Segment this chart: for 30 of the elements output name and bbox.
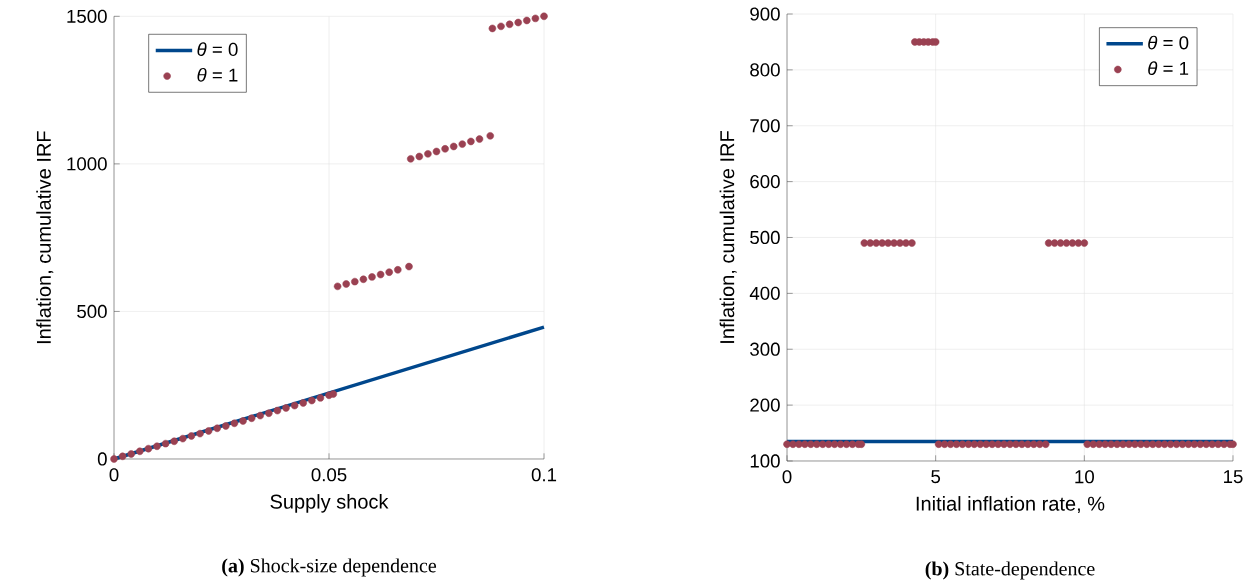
y-tick-label: 1500	[67, 9, 107, 23]
x-tick-label: 10	[1075, 470, 1094, 484]
y-axis-title: Inflation, cumulative IRF	[36, 131, 54, 344]
x-tick-label: 0.1	[531, 468, 557, 482]
y-tick-label: 900	[750, 7, 780, 21]
legend-label: θ = 0	[1148, 35, 1189, 50]
y-tick-label: 400	[749, 286, 780, 300]
y-tick-label: 0	[97, 452, 107, 466]
y-tick-label: 700	[750, 119, 780, 133]
legend-label: θ = 0	[197, 42, 238, 57]
x-tick-label: 5	[931, 470, 941, 484]
x-tick-label: 0	[109, 468, 119, 482]
y-tick-label: 500	[77, 304, 107, 319]
y-axis-title: Inflation, cumulative IRF	[719, 131, 737, 343]
y-tick-label: 800	[750, 63, 780, 77]
text: (b) State-dependence	[925, 561, 1095, 580]
x-tick-label: 15	[1224, 470, 1243, 484]
text: (a) Shock-size dependence	[222, 558, 437, 577]
y-tick-label: 600	[750, 175, 780, 189]
y-tick-label: 300	[750, 342, 780, 356]
y-tick-label: 100	[750, 454, 780, 468]
x-tick-label: 0	[782, 470, 792, 484]
x-axis-title: Initial inflation rate, %	[916, 496, 1105, 514]
x-tick-label: 0.05	[311, 468, 347, 482]
legend-label: θ = 1	[1148, 61, 1189, 76]
y-tick-label: 1000	[67, 157, 107, 171]
y-tick-label: 200	[750, 398, 780, 412]
legend-label: θ = 1	[197, 67, 238, 82]
x-axis-title: Supply shock	[270, 494, 389, 513]
y-tick-label: 500	[750, 230, 780, 245]
